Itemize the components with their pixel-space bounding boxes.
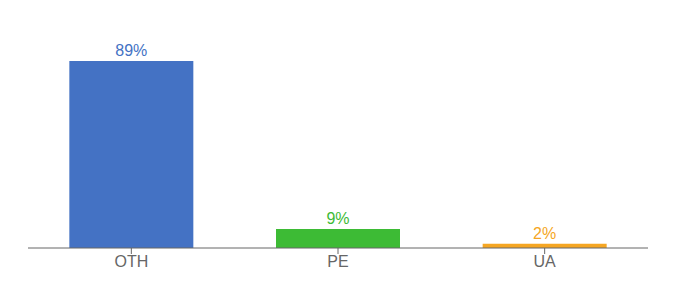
svg-text:9%: 9% bbox=[326, 210, 349, 227]
svg-text:OTH: OTH bbox=[114, 253, 148, 270]
svg-text:89%: 89% bbox=[115, 42, 147, 59]
svg-text:2%: 2% bbox=[533, 225, 556, 242]
svg-text:PE: PE bbox=[327, 253, 348, 270]
svg-text:UA: UA bbox=[534, 253, 557, 270]
